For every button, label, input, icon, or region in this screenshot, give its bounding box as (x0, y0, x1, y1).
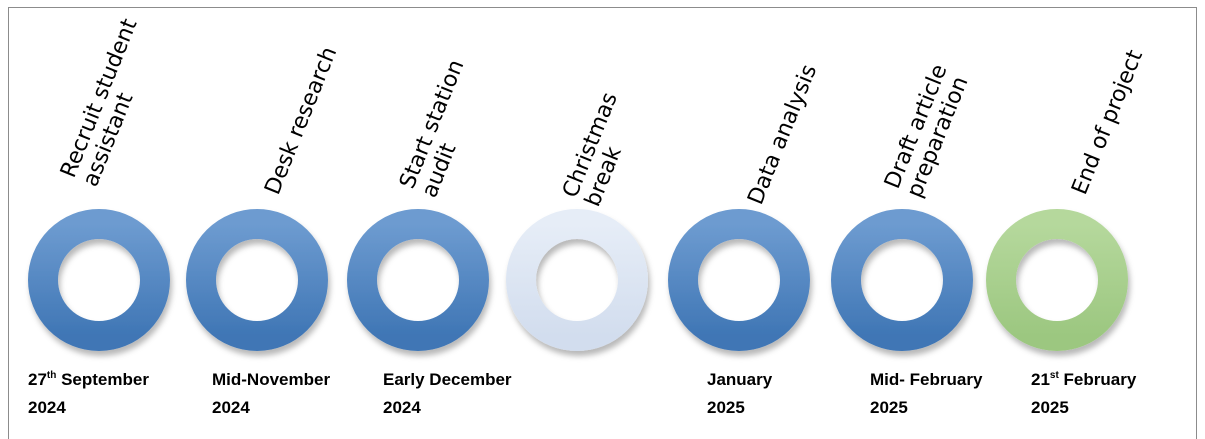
milestone-date-line1: 21st February (1031, 370, 1137, 389)
milestone-ring-recruit (28, 209, 170, 351)
milestone-ring-draft (831, 209, 973, 351)
milestone-label-line: Data analysis (743, 61, 822, 208)
milestone-date-end: 21st February 2025 (1031, 366, 1136, 422)
milestone-label-analysis: Data analysis (743, 61, 822, 208)
milestone-date-year: 2024 (383, 398, 421, 417)
milestone-date-year: 2025 (707, 398, 745, 417)
milestone-date-year: 2024 (212, 398, 250, 417)
milestone-date-desk: Mid-November 2024 (212, 366, 330, 422)
milestone-label-desk: Desk research (260, 43, 342, 198)
milestone-label-end: End of project (1067, 46, 1148, 198)
milestone-date-line1: Mid-November (212, 370, 331, 389)
milestone-date-year: 2025 (870, 398, 908, 417)
milestone-date-line1: 27th September (28, 370, 149, 389)
milestone-date-line1: Early December (383, 370, 512, 389)
milestone-ring-audit (347, 209, 489, 351)
milestone-ring-christmas (506, 209, 648, 351)
milestone-ring-desk (186, 209, 328, 351)
milestone-date-analysis: January 2025 (707, 366, 772, 422)
milestone-date-line1: Mid- February (870, 370, 983, 389)
milestone-label-line: Desk research (260, 43, 342, 198)
milestone-date-draft: Mid- February 2025 (870, 366, 982, 422)
milestone-date-audit: Early December 2024 (383, 366, 512, 422)
milestone-ring-analysis (668, 209, 810, 351)
milestone-date-recruit: 27th September 2024 (28, 366, 149, 422)
milestone-label-recruit: Recruit studentassistant (56, 15, 165, 190)
milestone-label-audit: Start stationaudit (395, 56, 492, 201)
milestone-label-christmas: Christmasbreak (558, 89, 645, 210)
milestone-date-year: 2024 (28, 398, 66, 417)
milestone-date-year: 2025 (1031, 398, 1069, 417)
milestone-label-line: End of project (1067, 46, 1148, 198)
milestone-label-draft: Draft articlepreparation (880, 61, 975, 201)
milestone-date-line1: January (707, 370, 773, 389)
milestone-ring-end (986, 209, 1128, 351)
